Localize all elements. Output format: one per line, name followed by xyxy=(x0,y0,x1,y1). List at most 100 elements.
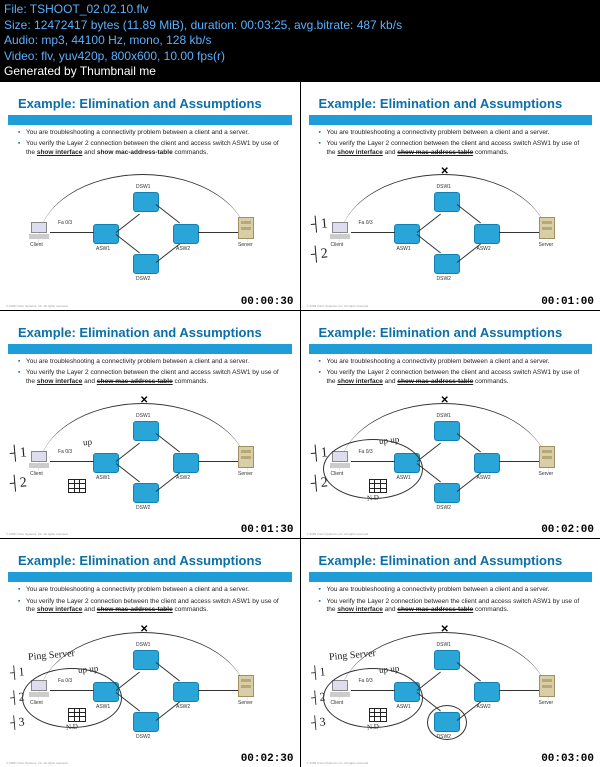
bullet-list: You are troubleshooting a connectivity p… xyxy=(301,358,600,389)
size-label: Size: xyxy=(4,18,34,32)
server-icon xyxy=(238,446,254,468)
bullet-list: You are troubleshooting a connectivity p… xyxy=(301,129,600,160)
hand-step2: ┤2 xyxy=(310,247,328,264)
server-label: Server xyxy=(539,700,554,706)
dsw2-node xyxy=(133,254,159,274)
server-label: Server xyxy=(539,242,554,248)
network-diagram: ✕ Client ASW1 DSW1 DSW2 ASW2 Server Fa 0… xyxy=(8,391,292,530)
asw2-node xyxy=(474,224,500,244)
title-bar xyxy=(8,115,292,125)
file-label: File: xyxy=(4,2,30,16)
timestamp: 00:00:30 xyxy=(239,296,296,308)
link xyxy=(499,461,539,462)
bullet-1: You are troubleshooting a connectivity p… xyxy=(18,586,282,594)
bullet-2: You verify the Layer 2 connection betwee… xyxy=(18,369,282,386)
dsw1-label: DSW1 xyxy=(136,413,150,419)
bullet-list: You are troubleshooting a connectivity p… xyxy=(0,358,300,389)
slide-title-area: Example: Elimination and Assumptions xyxy=(309,317,593,342)
timestamp: 00:02:00 xyxy=(539,524,596,536)
dsw1-label: DSW1 xyxy=(437,184,451,190)
server-icon xyxy=(238,675,254,697)
slide-title-area: Example: Elimination and Assumptions xyxy=(8,317,292,342)
thumbnail-1[interactable]: Example: Elimination and Assumptions You… xyxy=(0,82,300,310)
timestamp: 00:01:30 xyxy=(239,524,296,536)
generated-label: Generated by Thumbnail me xyxy=(4,64,596,80)
copyright: © 2009 Cisco Systems, Inc. All rights re… xyxy=(6,761,68,765)
hand-step2: ┤2 xyxy=(9,475,27,492)
audio-label: Audio: xyxy=(4,33,41,47)
thumbnail-5[interactable]: Example: Elimination and Assumptions You… xyxy=(0,539,300,767)
slide-title: Example: Elimination and Assumptions xyxy=(319,325,583,340)
client-label: Client xyxy=(331,242,344,248)
hand-x-mark: ✕ xyxy=(140,395,148,406)
dsw1-node xyxy=(133,192,159,212)
server-icon xyxy=(539,217,555,239)
dsw2-label: DSW2 xyxy=(437,505,451,511)
bullet-1: You are troubleshooting a connectivity p… xyxy=(319,586,583,594)
video-label: Video: xyxy=(4,49,41,63)
hand-step3: ┤3 xyxy=(9,714,25,730)
duration-label: duration: xyxy=(191,18,241,32)
link xyxy=(50,461,94,462)
client-label: Client xyxy=(30,471,43,477)
slide-title-area: Example: Elimination and Assumptions xyxy=(309,88,593,113)
link xyxy=(198,690,238,691)
dsw2-node xyxy=(434,483,460,503)
network-diagram: ✕ Client ASW1 DSW1 DSW2 ASW2 Server Fa 0… xyxy=(309,162,593,301)
dsw2-node xyxy=(434,254,460,274)
asw2-label: ASW2 xyxy=(176,246,190,252)
link xyxy=(198,461,238,462)
server-label: Server xyxy=(539,471,554,477)
dsw1-label: DSW1 xyxy=(136,184,150,190)
client-icon xyxy=(28,222,50,240)
size-value: 12472417 bytes (11.89 MiB), xyxy=(34,18,191,32)
server-icon xyxy=(539,446,555,468)
timestamp: 00:01:00 xyxy=(539,296,596,308)
hand-x-mark: ✕ xyxy=(441,395,449,406)
bullet-1: You are troubleshooting a connectivity p… xyxy=(18,129,282,137)
asw2-node xyxy=(474,453,500,473)
thumbnail-4[interactable]: Example: Elimination and Assumptions You… xyxy=(301,311,600,539)
server-icon xyxy=(539,675,555,697)
copyright: © 2009 Cisco Systems, Inc. All rights re… xyxy=(307,304,369,308)
slide-title: Example: Elimination and Assumptions xyxy=(18,553,282,568)
hand-step1: ┤1 xyxy=(310,664,326,680)
bullet-2: You verify the Layer 2 connection betwee… xyxy=(18,140,282,157)
link xyxy=(198,232,238,233)
link xyxy=(499,690,539,691)
hand-up: up xyxy=(83,437,93,448)
fa-label: Fa 0/3 xyxy=(58,449,72,455)
title-bar xyxy=(309,115,593,125)
dsw1-label: DSW1 xyxy=(437,413,451,419)
asw2-label: ASW2 xyxy=(477,475,491,481)
dsw2-label: DSW2 xyxy=(136,505,150,511)
bullet-1: You are troubleshooting a connectivity p… xyxy=(319,358,583,366)
thumbnail-3[interactable]: Example: Elimination and Assumptions You… xyxy=(0,311,300,539)
asw2-label: ASW2 xyxy=(477,704,491,710)
asw1-label: ASW1 xyxy=(397,246,411,252)
thumbnail-2[interactable]: Example: Elimination and Assumptions You… xyxy=(301,82,600,310)
hand-oval xyxy=(323,439,423,499)
dsw2-node xyxy=(133,483,159,503)
title-bar xyxy=(8,344,292,354)
asw2-label: ASW2 xyxy=(477,246,491,252)
slide-title: Example: Elimination and Assumptions xyxy=(18,325,282,340)
video-value: flv, yuv420p, 800x600, 10.00 fps(r) xyxy=(41,49,225,63)
bullet-2: You verify the Layer 2 connection betwee… xyxy=(319,369,583,386)
slide-title-area: Example: Elimination and Assumptions xyxy=(8,88,292,113)
dsw1-node xyxy=(133,421,159,441)
thumbnail-6[interactable]: Example: Elimination and Assumptions You… xyxy=(301,539,600,767)
bullet-2: You verify the Layer 2 connection betwee… xyxy=(18,598,282,615)
link xyxy=(351,232,395,233)
hand-step1: ┤1 xyxy=(310,217,328,234)
title-bar xyxy=(8,572,292,582)
copyright: © 2009 Cisco Systems, Inc. All rights re… xyxy=(307,761,369,765)
thumbnail-grid: Example: Elimination and Assumptions You… xyxy=(0,82,600,767)
hand-oval-dsw2 xyxy=(427,705,467,740)
asw2-node xyxy=(474,682,500,702)
metadata-header: File: TSHOOT_02.02.10.flv Size: 12472417… xyxy=(0,0,600,82)
slide-title: Example: Elimination and Assumptions xyxy=(18,96,282,111)
bullet-list: You are troubleshooting a connectivity p… xyxy=(0,129,300,160)
bullet-2: You verify the Layer 2 connection betwee… xyxy=(319,598,583,615)
bitrate-label: avg.bitrate: xyxy=(294,18,357,32)
